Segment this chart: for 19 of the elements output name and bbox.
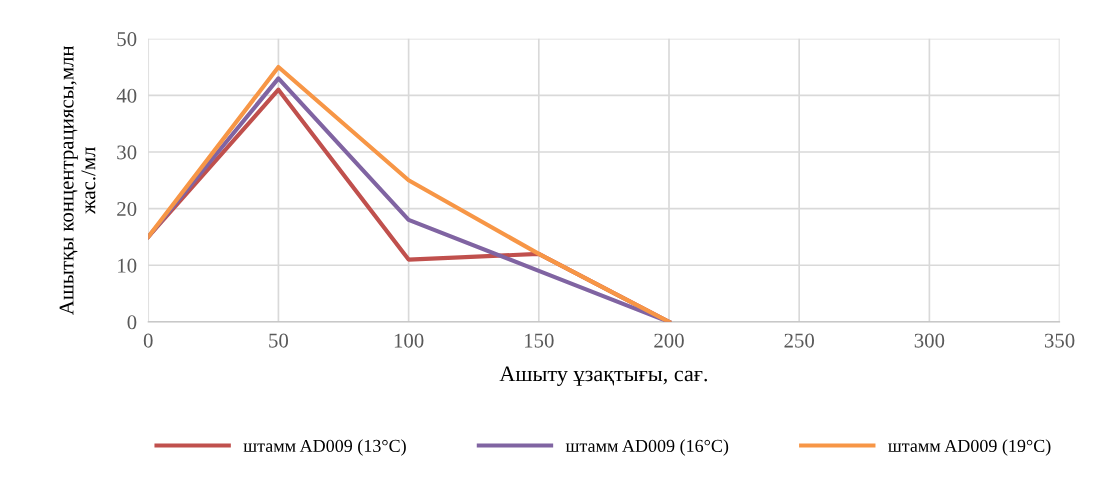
x-tick-label: 150 <box>525 333 554 348</box>
y-tick-label: 20 <box>117 201 137 217</box>
y-tick-label: 10 <box>118 258 137 273</box>
x-axis-title: Ашыту ұзақтығы, сағ. <box>499 366 708 386</box>
y-tick-label: 0 <box>127 315 137 330</box>
y-axis-title: Ашытқы концентрациясы,млн жас./мл <box>59 45 96 315</box>
x-tick-label: 200 <box>654 333 684 348</box>
legend-label: штамм AD009 (13°C) <box>243 439 406 456</box>
y-tick-label: 50 <box>117 32 137 47</box>
x-tick-label: 300 <box>914 333 945 348</box>
x-tick-label: 100 <box>394 333 424 348</box>
y-tick-label: 30 <box>117 145 137 160</box>
legend-label: штамм AD009 (16°C) <box>565 439 729 456</box>
x-tick-label: 50 <box>269 333 289 348</box>
legend-label: штамм AD009 (19°C) <box>888 439 1051 456</box>
x-tick-label: 250 <box>784 333 815 348</box>
x-tick-label: 0 <box>143 333 153 348</box>
x-tick-label: 350 <box>1044 333 1075 348</box>
y-tick-label: 40 <box>116 88 137 103</box>
